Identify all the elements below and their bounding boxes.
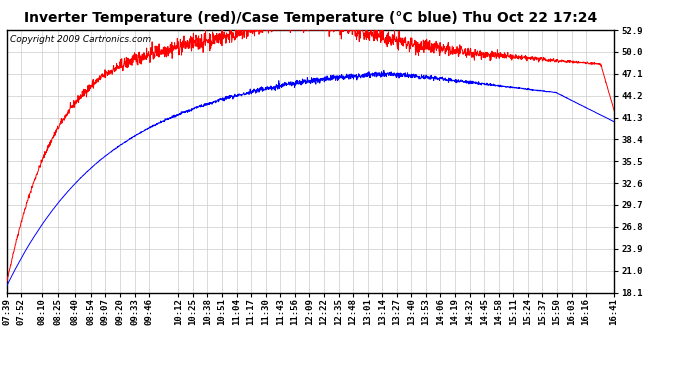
Text: Inverter Temperature (red)/Case Temperature (°C blue) Thu Oct 22 17:24: Inverter Temperature (red)/Case Temperat… xyxy=(24,11,597,25)
Text: Copyright 2009 Cartronics.com: Copyright 2009 Cartronics.com xyxy=(10,35,151,44)
